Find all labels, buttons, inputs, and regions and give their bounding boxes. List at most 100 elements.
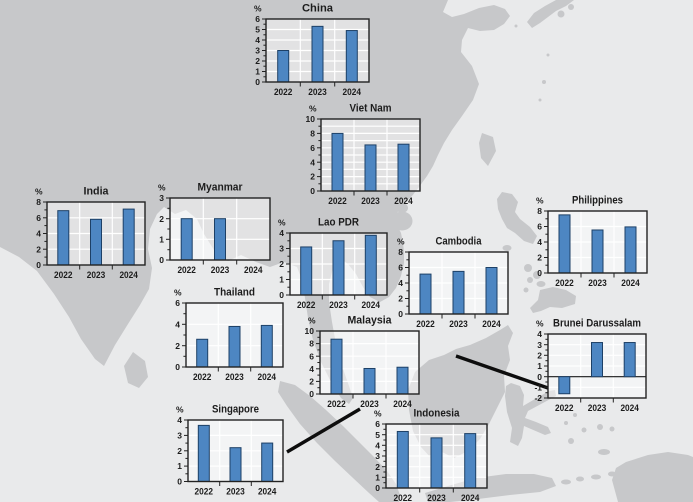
- svg-text:2023: 2023: [588, 278, 607, 288]
- svg-text:2: 2: [537, 350, 542, 360]
- svg-text:6: 6: [310, 143, 315, 153]
- svg-text:%: %: [536, 319, 544, 329]
- svg-text:2022: 2022: [297, 300, 316, 310]
- svg-text:2: 2: [537, 253, 542, 263]
- svg-text:%: %: [308, 316, 316, 326]
- svg-text:2024: 2024: [343, 87, 362, 97]
- svg-text:3: 3: [279, 244, 284, 254]
- svg-text:-1: -1: [534, 382, 542, 392]
- svg-text:2: 2: [177, 446, 182, 456]
- svg-text:2024: 2024: [621, 278, 640, 288]
- svg-text:%: %: [35, 187, 43, 197]
- svg-text:0: 0: [177, 477, 182, 487]
- svg-text:6: 6: [36, 213, 41, 223]
- svg-text:3: 3: [537, 340, 542, 350]
- svg-text:2022: 2022: [195, 487, 214, 497]
- svg-text:0: 0: [36, 260, 41, 270]
- svg-text:2024: 2024: [244, 265, 263, 275]
- svg-text:%: %: [158, 183, 166, 193]
- svg-text:0: 0: [537, 372, 542, 382]
- svg-text:2: 2: [175, 341, 180, 351]
- svg-text:2022: 2022: [274, 87, 293, 97]
- svg-text:1: 1: [375, 472, 380, 482]
- svg-text:2: 2: [36, 244, 41, 254]
- svg-text:2024: 2024: [393, 399, 412, 409]
- svg-text:4: 4: [310, 157, 315, 167]
- svg-text:2024: 2024: [362, 300, 381, 310]
- svg-text:4: 4: [537, 237, 542, 247]
- svg-text:2: 2: [279, 259, 284, 269]
- svg-text:2023: 2023: [588, 403, 607, 413]
- svg-text:2: 2: [310, 172, 315, 182]
- svg-text:4: 4: [537, 329, 542, 339]
- svg-text:2023: 2023: [427, 493, 446, 502]
- svg-text:%: %: [254, 4, 262, 14]
- svg-text:Thailand: Thailand: [214, 287, 255, 299]
- svg-text:0: 0: [279, 290, 284, 300]
- svg-text:6: 6: [175, 298, 180, 308]
- svg-text:5: 5: [375, 430, 380, 440]
- svg-text:%: %: [309, 104, 317, 114]
- svg-text:3: 3: [159, 193, 164, 203]
- svg-text:4: 4: [175, 319, 180, 329]
- svg-text:10: 10: [305, 326, 315, 336]
- svg-text:1: 1: [255, 67, 260, 77]
- svg-text:8: 8: [398, 247, 403, 257]
- svg-text:2022: 2022: [327, 399, 346, 409]
- svg-text:4: 4: [177, 415, 182, 425]
- svg-text:2023: 2023: [211, 265, 230, 275]
- svg-text:3: 3: [177, 431, 182, 441]
- svg-text:%: %: [397, 237, 405, 247]
- svg-text:0: 0: [375, 483, 380, 493]
- svg-text:0: 0: [398, 309, 403, 319]
- svg-text:Indonesia: Indonesia: [414, 408, 461, 420]
- svg-text:1: 1: [159, 234, 164, 244]
- svg-text:6: 6: [255, 14, 260, 24]
- svg-text:1: 1: [537, 361, 542, 371]
- svg-text:8: 8: [310, 129, 315, 139]
- svg-text:Philippines: Philippines: [572, 195, 623, 207]
- svg-text:2: 2: [398, 294, 403, 304]
- svg-text:2024: 2024: [620, 403, 639, 413]
- svg-text:4: 4: [375, 440, 380, 450]
- svg-text:1: 1: [279, 275, 284, 285]
- svg-text:2024: 2024: [258, 372, 277, 382]
- svg-text:2024: 2024: [394, 196, 413, 206]
- svg-text:%: %: [176, 405, 184, 415]
- svg-text:Cambodia: Cambodia: [436, 236, 483, 248]
- svg-text:2024: 2024: [258, 487, 277, 497]
- svg-text:0: 0: [309, 389, 314, 399]
- svg-text:%: %: [174, 288, 182, 298]
- svg-text:Brunei Darussalam: Brunei Darussalam: [553, 318, 641, 330]
- svg-text:2022: 2022: [177, 265, 196, 275]
- svg-text:6: 6: [398, 263, 403, 273]
- svg-text:6: 6: [375, 419, 380, 429]
- svg-text:Malaysia: Malaysia: [348, 315, 393, 327]
- svg-text:2: 2: [159, 214, 164, 224]
- svg-text:0: 0: [159, 255, 164, 265]
- svg-text:8: 8: [537, 206, 542, 216]
- svg-text:2023: 2023: [308, 87, 327, 97]
- svg-text:8: 8: [36, 197, 41, 207]
- svg-text:2: 2: [375, 462, 380, 472]
- svg-text:2022: 2022: [193, 372, 212, 382]
- svg-text:0: 0: [310, 186, 315, 196]
- svg-text:%: %: [374, 409, 382, 419]
- svg-text:4: 4: [398, 278, 403, 288]
- svg-text:3: 3: [255, 46, 260, 56]
- svg-text:China: China: [302, 3, 334, 15]
- svg-text:1: 1: [177, 461, 182, 471]
- svg-text:Viet Nam: Viet Nam: [350, 103, 392, 115]
- svg-text:2022: 2022: [54, 270, 73, 280]
- svg-text:2023: 2023: [225, 372, 244, 382]
- svg-text:2022: 2022: [394, 493, 413, 502]
- svg-text:2023: 2023: [87, 270, 106, 280]
- svg-text:%: %: [536, 196, 544, 206]
- svg-text:2023: 2023: [226, 487, 245, 497]
- svg-text:10: 10: [306, 114, 316, 124]
- svg-text:0: 0: [537, 268, 542, 278]
- svg-text:6: 6: [309, 351, 314, 361]
- svg-text:2024: 2024: [482, 319, 501, 329]
- svg-text:2023: 2023: [449, 319, 468, 329]
- svg-text:8: 8: [309, 339, 314, 349]
